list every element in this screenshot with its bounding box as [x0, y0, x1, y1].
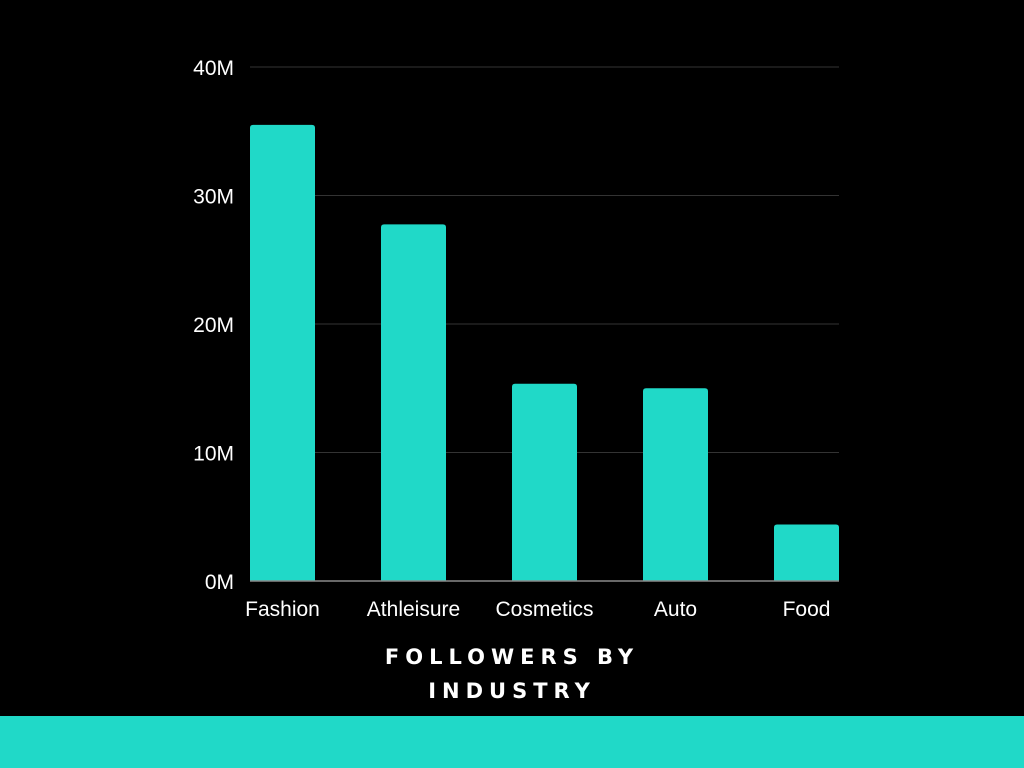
bar-cosmetics	[512, 383, 577, 581]
bar-fashion	[250, 124, 315, 581]
x-category-label: Athleisure	[367, 598, 460, 621]
y-tick-label: 10M	[193, 443, 234, 466]
x-category-label: Cosmetics	[495, 598, 593, 621]
bar-auto	[643, 388, 708, 581]
bars	[250, 124, 839, 581]
y-tick-label: 40M	[193, 57, 234, 80]
x-category-label: Food	[783, 598, 831, 621]
chart-title: FOLLOWERS BY INDUSTRY	[384, 645, 640, 703]
y-axis-tick-labels: 0M 10M 20M 30M 40M	[193, 57, 234, 594]
y-tick-label: 30M	[193, 186, 234, 209]
x-axis-category-labels: Fashion Athleisure Cosmetics Auto Food	[245, 598, 830, 621]
y-tick-label: 0M	[205, 571, 234, 594]
bar-athleisure	[381, 224, 446, 581]
bar-food	[774, 524, 839, 581]
x-category-label: Auto	[654, 598, 697, 621]
footer-color-band	[0, 716, 1024, 768]
y-tick-label: 20M	[193, 314, 234, 337]
x-category-label: Fashion	[245, 598, 320, 621]
